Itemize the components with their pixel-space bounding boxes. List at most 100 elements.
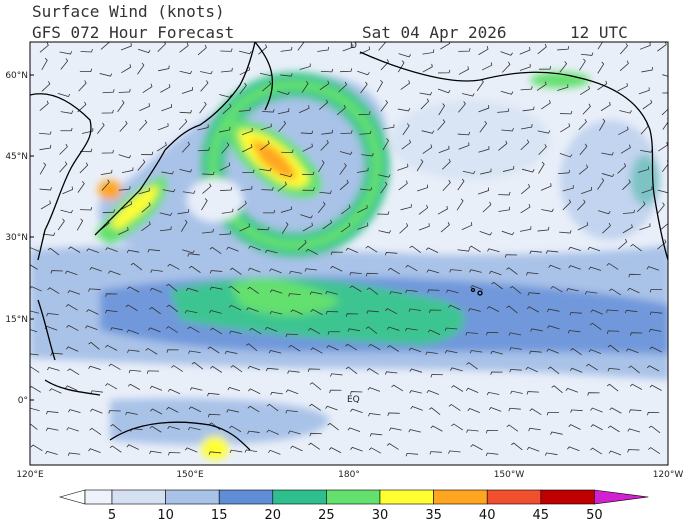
wind-barb xyxy=(607,425,620,433)
wind-barb xyxy=(104,344,118,351)
wind-barb xyxy=(305,248,318,255)
wind-barb xyxy=(68,246,81,253)
wind-barb xyxy=(244,449,258,453)
wind-barb xyxy=(149,450,162,455)
wind-barb xyxy=(451,423,464,431)
wind-barb xyxy=(579,58,586,71)
wind-barb xyxy=(405,452,419,457)
wind-barb xyxy=(526,306,540,313)
wind-barb xyxy=(149,425,162,433)
wind-barb xyxy=(281,149,294,154)
colorbar-label: 10 xyxy=(157,508,174,523)
wind-barb xyxy=(477,187,489,195)
wind-barb xyxy=(62,186,73,195)
wind-barb xyxy=(430,425,443,432)
wind-barb xyxy=(30,386,42,393)
wind-barb xyxy=(448,450,461,454)
wind-barb xyxy=(347,427,361,433)
wind-barb xyxy=(398,53,412,58)
wind-barb xyxy=(345,313,359,317)
wind-barb xyxy=(661,108,668,116)
colorbar-box xyxy=(272,489,327,505)
wind-barb xyxy=(349,272,362,276)
wind-barb xyxy=(67,368,80,376)
wind-barb xyxy=(137,62,145,75)
wind-barb xyxy=(657,42,667,52)
wind-barb xyxy=(365,245,378,253)
wind-barb xyxy=(442,158,451,170)
wind-barb xyxy=(60,58,69,70)
wind-barb xyxy=(57,218,65,231)
colorbar-box xyxy=(486,489,542,505)
wind-barb xyxy=(386,326,400,331)
wind-barb xyxy=(365,326,378,334)
wind-barb xyxy=(229,449,243,454)
wind-barb xyxy=(511,442,523,451)
wind-barb xyxy=(607,367,621,372)
wind-barb xyxy=(269,268,282,274)
wind-barb xyxy=(405,264,418,272)
wind-barb xyxy=(127,349,140,353)
wind-barb xyxy=(416,159,424,172)
wind-barb xyxy=(220,186,233,191)
wind-barb xyxy=(156,142,167,152)
wind-barb xyxy=(657,239,667,250)
wind-barb xyxy=(405,289,418,294)
wind-barb xyxy=(317,46,329,52)
wind-barb xyxy=(537,43,547,55)
wind-barb xyxy=(601,152,614,156)
wind-barb xyxy=(526,446,540,452)
wind-barb xyxy=(498,206,511,212)
wind-barb xyxy=(201,228,214,234)
wind-barb xyxy=(99,73,113,77)
wind-barb xyxy=(508,332,522,336)
wind-barb xyxy=(139,103,150,112)
wind-barb xyxy=(290,445,303,452)
lon-labels: 120°E 150°E 180° 150°W 120°W xyxy=(16,470,683,480)
wind-barb xyxy=(49,388,62,394)
map-frame xyxy=(29,41,669,466)
wind-barb xyxy=(569,312,582,316)
wind-barb xyxy=(118,88,131,93)
wind-barb xyxy=(568,265,581,270)
wind-barb xyxy=(197,124,209,131)
wind-barb xyxy=(456,198,464,211)
wind-barb xyxy=(121,201,133,210)
wind-barb xyxy=(662,92,668,94)
wind-barb xyxy=(387,412,400,416)
wind-barb xyxy=(470,285,483,291)
wind-barb xyxy=(39,42,49,53)
wind-barb xyxy=(448,403,461,411)
wind-barb xyxy=(319,80,330,91)
wind-barb xyxy=(506,267,518,275)
wind-barb xyxy=(179,169,193,173)
wind-barb xyxy=(509,368,522,373)
wind-barb xyxy=(479,231,493,236)
wind-barb xyxy=(638,87,650,95)
wind-barb xyxy=(425,247,439,254)
wind-barb xyxy=(246,307,259,312)
wind-barb xyxy=(350,446,363,452)
wind-barb xyxy=(562,185,574,192)
wind-barb xyxy=(366,287,379,295)
wind-barb xyxy=(330,373,343,377)
wind-barb xyxy=(345,343,358,351)
wind-barb xyxy=(530,328,543,332)
wind-barb xyxy=(126,444,139,450)
wind-barb xyxy=(438,145,450,154)
wind-barb xyxy=(387,267,400,275)
wind-barb xyxy=(386,443,399,450)
wind-barb xyxy=(86,309,99,315)
wind-barb xyxy=(366,368,379,375)
wind-barb xyxy=(649,346,662,353)
wind-barb xyxy=(448,304,461,311)
wind-barb xyxy=(339,179,349,191)
wind-barb xyxy=(148,327,161,333)
wind-barb xyxy=(239,50,252,55)
wind-barb xyxy=(327,331,340,335)
wind-barb xyxy=(608,450,622,456)
wind-barb xyxy=(60,110,74,114)
wind-barb xyxy=(88,365,101,370)
wind-barb xyxy=(121,167,134,173)
wind-barb xyxy=(60,209,74,214)
